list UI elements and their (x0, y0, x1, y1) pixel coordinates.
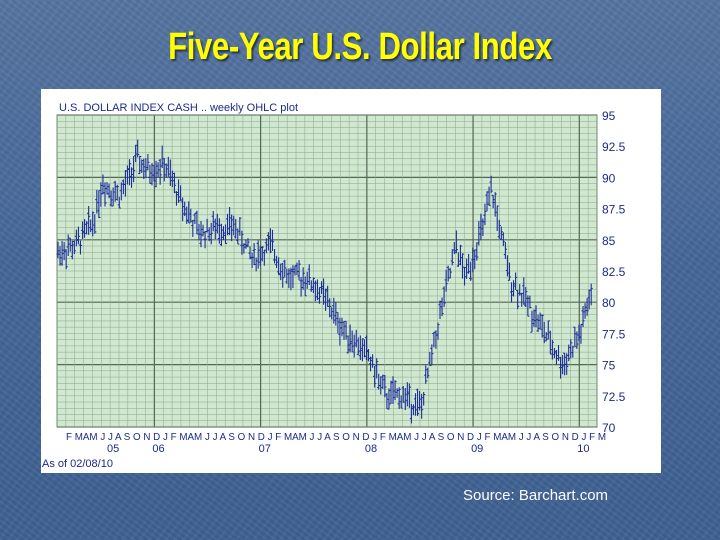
as-of-date: As of 02/08/10 (42, 458, 113, 470)
y-tick-label: 70 (602, 421, 616, 435)
chart-panel: U.S. DOLLAR INDEX CASH .. weekly OHLC pl… (41, 89, 661, 473)
y-tick-label: 72.5 (602, 390, 626, 404)
month-labels: F MAM J J A S O N D J F MAM J J A S O N … (66, 431, 606, 443)
y-tick-label: 87.5 (602, 203, 626, 217)
year-label: 09 (471, 443, 483, 455)
ohlc-chart: U.S. DOLLAR INDEX CASH .. weekly OHLC pl… (42, 102, 626, 470)
y-tick-label: 95 (602, 109, 616, 123)
year-label: 06 (152, 443, 164, 455)
plot-frame (56, 114, 598, 428)
year-label: 05 (107, 443, 119, 455)
year-label: 08 (365, 443, 377, 455)
y-tick-label: 80 (602, 296, 616, 310)
y-tick-label: 90 (602, 171, 616, 185)
year-labels: 05 06 07 08 09 10 (107, 443, 590, 455)
y-tick-label: 75 (602, 359, 616, 373)
chart-grid (56, 114, 598, 428)
y-tick-label: 82.5 (602, 265, 626, 279)
y-axis-labels: 95 92.5 90 87.5 85 82.5 80 77.5 75 72.5 70 (602, 109, 626, 435)
source-note: Source: Barchart.com (463, 487, 609, 504)
y-tick-label: 92.5 (602, 140, 626, 154)
slide-title: Five-Year U.S. Dollar Index (168, 26, 552, 68)
y-tick-label: 77.5 (602, 327, 626, 341)
price-bars (56, 139, 593, 424)
y-tick-label: 85 (602, 234, 616, 248)
chart-title: U.S. DOLLAR INDEX CASH .. weekly OHLC pl… (59, 102, 298, 114)
year-label: 07 (259, 443, 271, 455)
year-label: 10 (577, 443, 589, 455)
